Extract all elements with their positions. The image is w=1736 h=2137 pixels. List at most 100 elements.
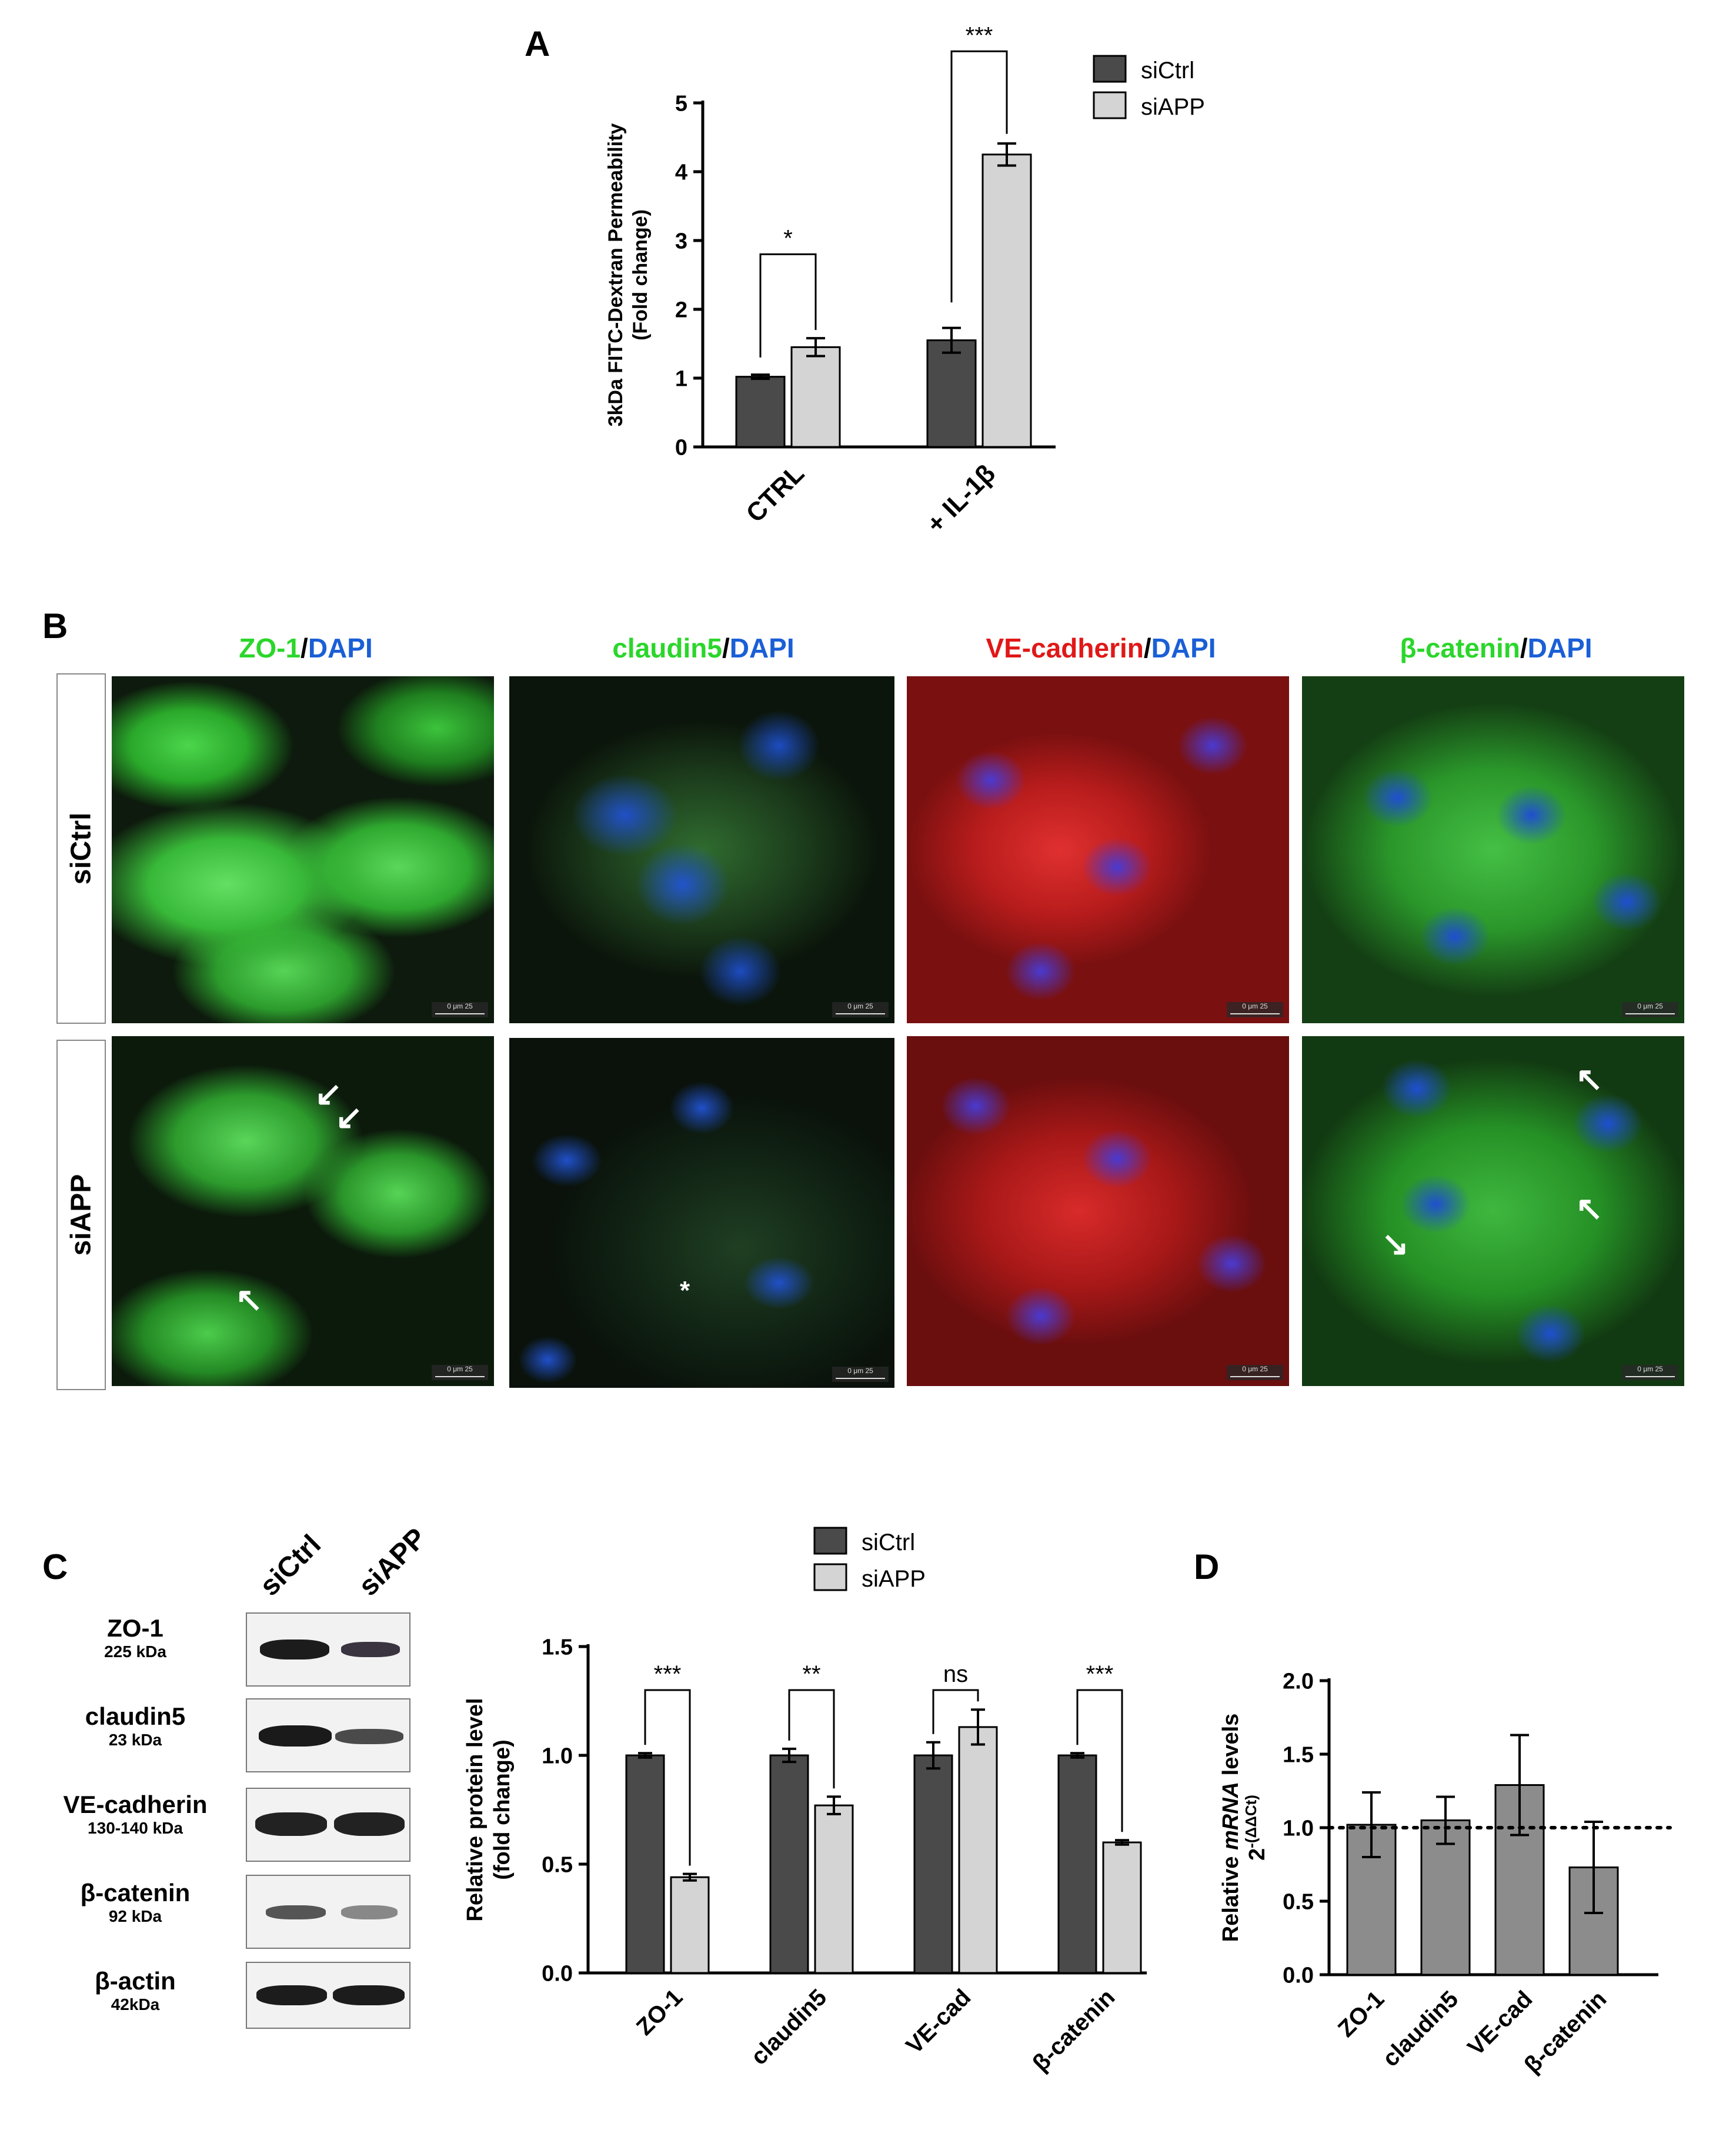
blot-kda: 225 kDa	[104, 1642, 166, 1661]
blot-kda: 130-140 kDa	[88, 1819, 183, 1837]
blot-protein: β-actin	[95, 1967, 176, 1995]
scale-bar: 0 μm 25	[432, 1002, 488, 1017]
significance-label: ***	[654, 1661, 682, 1687]
row-label-sictrl: siCtrl	[56, 673, 106, 1024]
micro-title-dapi: DAPI	[1527, 633, 1593, 663]
star-annotation: *	[680, 1276, 690, 1305]
micro-title-sep: /	[301, 633, 308, 663]
scale-bar: 0 μm 25	[832, 1367, 889, 1382]
micro-title-zo1: ZO-1/DAPI	[112, 632, 500, 664]
legend-swatch	[813, 1563, 847, 1591]
significance-bracket	[1076, 1689, 1123, 1832]
blot-band	[260, 1640, 329, 1659]
micro-title-marker: VE-cadherin	[986, 633, 1144, 663]
y-tick-label: 0.0	[542, 1961, 573, 1986]
micro-title-betacatenin: β-catenin/DAPI	[1302, 632, 1690, 664]
y-tick-label: 0	[675, 435, 687, 460]
x-tick-label: VE-cad	[901, 1984, 976, 2059]
micro-title-sep: /	[1143, 633, 1151, 663]
bar	[1346, 1824, 1397, 1976]
bar	[926, 339, 977, 448]
legend-label: siAPP	[862, 1566, 926, 1592]
micrograph-vecadherin-sictrl: 0 μm 25	[907, 676, 1289, 1023]
micro-title-sep: /	[1520, 633, 1528, 663]
blot-strip-zo1	[246, 1612, 410, 1687]
blot-strip-betacatenin	[246, 1875, 410, 1949]
y-tick-label: 4	[675, 160, 687, 185]
micro-title-dapi: DAPI	[308, 633, 373, 663]
row-label-siapp: siAPP	[56, 1040, 106, 1390]
significance-label: *	[783, 225, 793, 251]
micro-title-marker: ZO-1	[239, 633, 301, 663]
blot-label-claudin5: claudin5 23 kDa	[47, 1702, 223, 1749]
blot-band	[334, 1812, 405, 1836]
blot-kda: 92 kDa	[108, 1907, 162, 1925]
y-tick-label: 1	[675, 366, 687, 391]
significance-bracket	[644, 1689, 691, 1866]
blot-strip-betaactin	[246, 1962, 410, 2029]
arrow-icon: ↘	[1381, 1225, 1409, 1262]
blot-label-vecadherin: VE-cadherin 130-140 kDa	[35, 1791, 235, 1838]
x-tick-label: VE-cad	[1463, 1986, 1537, 2061]
bar	[790, 346, 841, 448]
significance-bracket	[932, 1689, 979, 1734]
micro-title-claudin5: claudin5/DAPI	[509, 632, 897, 664]
y-axis-label: 3kDa FITC-Dextran Permeability	[605, 123, 627, 426]
lane-label-sictrl: siCtrl	[253, 1529, 328, 1602]
bar	[1057, 1754, 1097, 1974]
bar	[1102, 1841, 1142, 1974]
bar	[670, 1876, 710, 1974]
micrograph-zo1-siapp: ↙ ↙ ↖ 0 μm 25	[112, 1036, 494, 1386]
significance-label: **	[802, 1661, 820, 1687]
significance-label: ns	[943, 1661, 968, 1687]
blot-strip-claudin5	[246, 1698, 410, 1772]
x-tick-label: + IL-1β	[921, 459, 1001, 539]
y-axis-label: Relative mRNA levels	[1218, 1714, 1243, 1942]
blot-protein: claudin5	[85, 1702, 186, 1730]
row-label-text: siAPP	[65, 1174, 97, 1256]
micrograph-betacatenin-sictrl: 0 μm 25	[1302, 676, 1684, 1023]
arrow-icon: ↖	[1575, 1060, 1603, 1097]
micro-title-sep: /	[722, 633, 730, 663]
y-tick-label: 3	[675, 229, 687, 253]
bar	[814, 1804, 854, 1974]
bar	[769, 1754, 809, 1974]
y-axis-label: 2-(ΔΔCt)	[1242, 1795, 1270, 1861]
blot-protein: ZO-1	[107, 1614, 163, 1642]
micro-title-dapi: DAPI	[1151, 633, 1216, 663]
significance-label: ***	[1086, 1661, 1114, 1687]
micro-title-marker: claudin5	[612, 633, 722, 663]
y-tick-label: 1.0	[542, 1744, 573, 1768]
blot-kda: 42kDa	[111, 1995, 160, 2014]
significance-bracket	[788, 1689, 835, 1789]
blot-kda: 23 kDa	[108, 1731, 162, 1749]
significance-bracket	[950, 50, 1008, 303]
blot-band	[266, 1905, 326, 1919]
bar	[625, 1754, 665, 1974]
legend-swatch	[1093, 91, 1127, 119]
bar	[958, 1726, 998, 1974]
x-tick-label: claudin5	[1378, 1986, 1464, 2072]
y-tick-label: 2	[675, 298, 687, 322]
y-axis-label: (Fold change)	[629, 209, 652, 340]
arrow-icon: ↙	[335, 1098, 363, 1136]
y-tick-label: 0.0	[1283, 1963, 1314, 1988]
x-tick-label: ZO-1	[632, 1984, 688, 2041]
panel-a-letter: A	[525, 24, 550, 64]
blot-band	[333, 1985, 405, 2005]
y-tick-label: 2.0	[1283, 1669, 1314, 1694]
micro-title-vecadherin: VE-cadherin/DAPI	[907, 632, 1295, 664]
scale-bar: 0 μm 25	[1622, 1365, 1678, 1380]
significance-bracket	[759, 253, 817, 358]
blot-band	[341, 1642, 400, 1657]
blot-protein: β-catenin	[80, 1879, 191, 1906]
x-tick-label: β-catenin	[1520, 1986, 1612, 2078]
lane-label-siapp: siAPP	[352, 1522, 433, 1602]
legend-label: siCtrl	[862, 1530, 915, 1555]
scale-bar: 0 μm 25	[1622, 1002, 1678, 1017]
y-tick-label: 1.0	[1283, 1816, 1314, 1841]
row-label-text: siCtrl	[65, 812, 97, 885]
scale-bar: 0 μm 25	[1227, 1002, 1283, 1017]
blot-band	[259, 1725, 332, 1747]
blot-band	[335, 1729, 403, 1744]
